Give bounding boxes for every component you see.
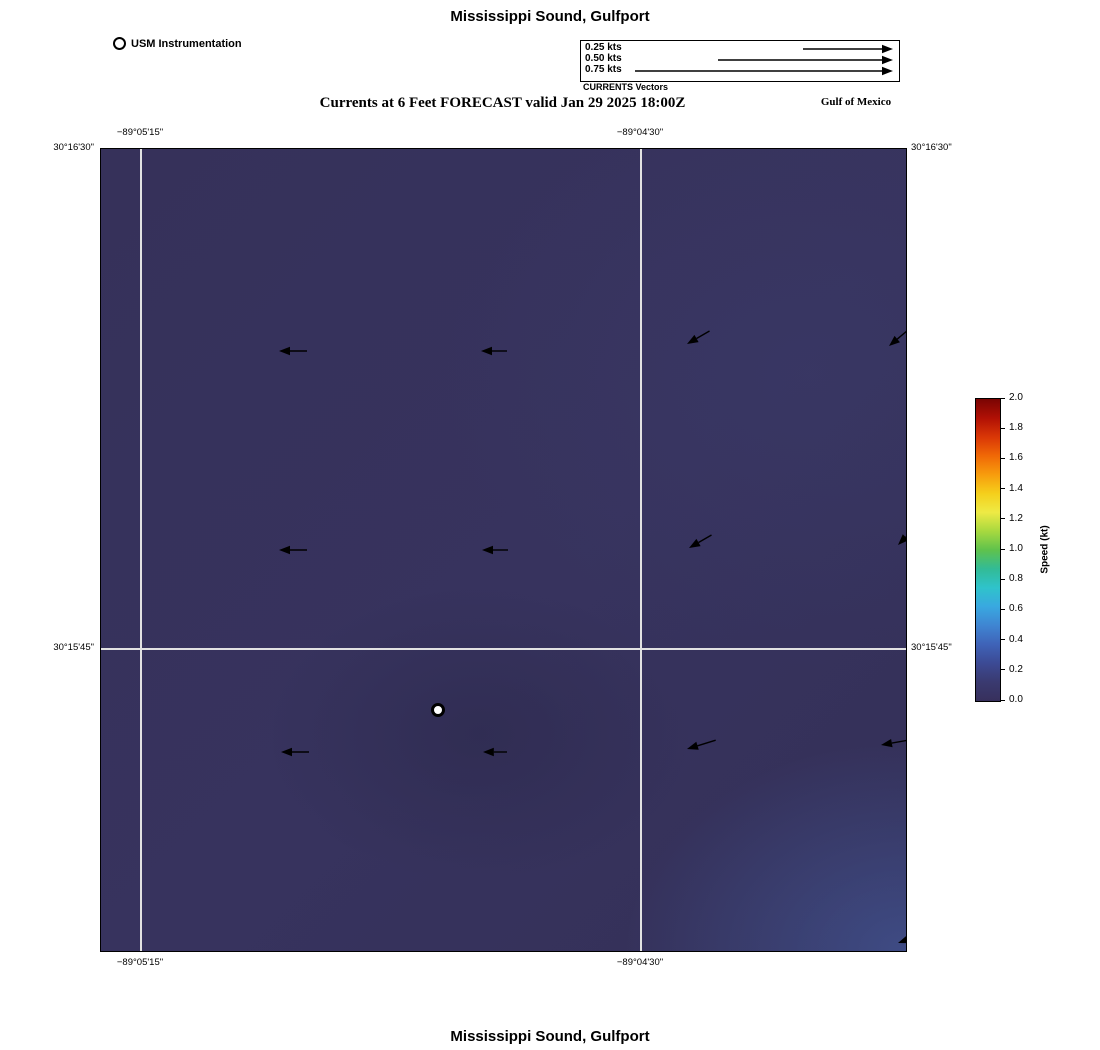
colorbar-tick-label: 0.2 (1009, 663, 1023, 675)
x-tick-bottom-left: −89°05'15" (116, 957, 164, 968)
colorbar-tick-mark (1000, 639, 1005, 641)
meridian-gridline (140, 149, 142, 951)
current-vector-shaft (696, 330, 710, 340)
current-vector-head (689, 538, 701, 548)
colorbar-axis-label: Speed (kt) (1039, 525, 1051, 574)
colorbar-tick-label: 2.0 (1009, 392, 1023, 403)
page-title: Mississippi Sound, Gulfport (450, 8, 650, 25)
colorbar-tick-label: 1.6 (1009, 452, 1023, 464)
parallel-gridline (101, 648, 906, 650)
colorbar-tick-label: 0.0 (1009, 694, 1023, 705)
colorbar-tick-label: 1.4 (1009, 482, 1023, 494)
colorbar-tick-mark (1000, 699, 1005, 701)
colorbar-tick-mark (1000, 669, 1005, 671)
current-vector-shaft (697, 739, 716, 747)
vector-scale-row-label: 0.25 kts (585, 42, 622, 53)
colorbar-tick-mark (1000, 548, 1005, 550)
instrument-marker (431, 703, 445, 717)
x-tick-top-left: −89°05'15" (116, 127, 164, 138)
current-vector-shaft (698, 534, 712, 544)
vector-scale-row-label: 0.75 kts (585, 64, 622, 75)
current-vector-head (898, 936, 906, 944)
x-tick-top-right: −89°04'30" (616, 127, 664, 138)
colorbar-tick-label: 0.8 (1009, 573, 1023, 585)
instrumentation-legend-label: USM Instrumentation (131, 37, 242, 50)
colorbar-tick-mark (1000, 578, 1005, 580)
colorbar-tick-mark (1000, 397, 1005, 399)
current-vector-head (882, 55, 893, 65)
instrument-circle-icon (113, 37, 126, 50)
region-label: Gulf of Mexico (820, 96, 892, 108)
y-tick-left-top: 30°16'30" (53, 142, 94, 153)
current-vector-head (483, 747, 494, 757)
colorbar-ticks: 2.0 1.8 1.6 1.4 1.2 1.0 0.8 0.6 0.4 0.2 0.0 (1000, 393, 1040, 705)
current-vector-head (482, 545, 493, 555)
current-vector-head (898, 534, 906, 545)
colorbar-tick-label: 0.6 (1009, 603, 1023, 615)
current-vector-head (279, 346, 290, 356)
meridian-gridline (640, 149, 642, 951)
current-vector-head (687, 741, 699, 750)
colorbar-tick-label: 1.0 (1009, 543, 1023, 554)
colorbar-tick-mark (1000, 488, 1005, 490)
vector-scale-row-label: 0.50 kts (585, 53, 622, 64)
colorbar-tick-label: 1.8 (1009, 422, 1023, 434)
vectors-caption: CURRENTS Vectors (583, 82, 669, 92)
vector-scale-legend: 0.25 kts 0.50 kts 0.75 kts (580, 40, 900, 82)
colorbar-tick-mark (1000, 518, 1005, 520)
colorbar-tick-mark (1000, 457, 1005, 459)
currents-map (100, 148, 907, 952)
colorbar-tick-label: 1.2 (1009, 512, 1023, 524)
current-vector-head (687, 334, 699, 344)
x-tick-bottom-right: −89°04'30" (616, 957, 664, 968)
current-vector-shaft (891, 739, 906, 744)
colorbar (975, 398, 1001, 702)
y-tick-left-mid: 30°15'45" (53, 642, 94, 653)
current-vector-head (889, 335, 900, 346)
instrumentation-legend: USM Instrumentation (113, 37, 242, 50)
current-vector-head (279, 545, 290, 555)
y-tick-right-mid: 30°15'45" (911, 642, 952, 653)
current-vector-shaft (896, 330, 906, 340)
colorbar-tick-label: 0.4 (1009, 633, 1023, 645)
vector-scale-arrows (635, 44, 893, 76)
current-vector-head (881, 738, 893, 748)
colorbar-tick-mark (1000, 608, 1005, 610)
current-vector-head (481, 346, 492, 356)
forecast-subtitle: Currents at 6 Feet FORECAST valid Jan 29… (319, 95, 686, 111)
current-vector-head (281, 747, 292, 757)
colorbar-tick-mark (1000, 427, 1005, 429)
current-vectors-layer (279, 330, 906, 944)
current-vector-head (882, 44, 893, 54)
page-title-bottom: Mississippi Sound, Gulfport (450, 1028, 650, 1045)
current-vector-head (882, 66, 893, 76)
y-tick-right-top: 30°16'30" (911, 142, 952, 153)
